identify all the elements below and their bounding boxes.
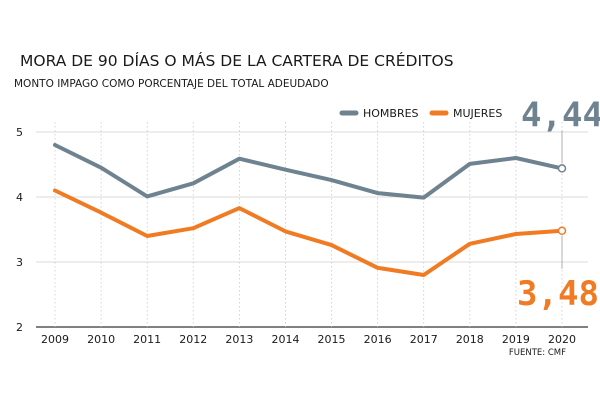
chart-subtitle: MONTO IMPAGO COMO PORCENTAJE DEL TOTAL A… (14, 78, 329, 90)
x-tick-label: 2017 (410, 333, 438, 346)
source-note: FUENTE: CMF (509, 348, 566, 358)
y-axis-ticks: 2 3 4 5 (16, 126, 23, 334)
x-tick-label: 2018 (456, 333, 484, 346)
y-tick-label: 5 (16, 126, 23, 139)
legend: HOMBRES MUJERES (339, 107, 502, 120)
x-tick-label: 2012 (179, 333, 207, 346)
series-line-hombres (53, 143, 564, 200)
legend-label-hombres: HOMBRES (363, 107, 419, 120)
x-tick-label: 2014 (271, 333, 299, 346)
legend-label-mujeres: MUJERES (453, 107, 502, 120)
chart-title: MORA DE 90 DÍAS O MÁS DE LA CARTERA DE C… (20, 51, 454, 70)
x-tick-label: 2013 (225, 333, 253, 346)
x-tick-label: 2016 (364, 333, 392, 346)
x-tick-label: 2019 (502, 333, 530, 346)
grid (36, 122, 588, 328)
y-tick-label: 3 (16, 256, 23, 269)
end-value-label-mujeres: 3,48 (517, 274, 599, 314)
series-group: 4,44 3,48 (53, 95, 600, 314)
x-axis-ticks: 2009 2010 2011 2012 2013 2014 2015 2016 2017 2018… (41, 333, 576, 346)
series-line-mujeres (53, 188, 564, 277)
x-tick-label: 2010 (87, 333, 115, 346)
x-tick-label: 2009 (41, 333, 69, 346)
end-marker-hombres (557, 164, 567, 173)
x-tick-label: 2011 (133, 333, 161, 346)
end-value-label-hombres: 4,44 (521, 95, 600, 135)
x-tick-label: 2020 (548, 333, 576, 346)
y-tick-label: 2 (16, 321, 23, 334)
end-marker-mujeres (557, 226, 567, 236)
x-tick-label: 2015 (318, 333, 346, 346)
y-tick-label: 4 (16, 191, 23, 204)
